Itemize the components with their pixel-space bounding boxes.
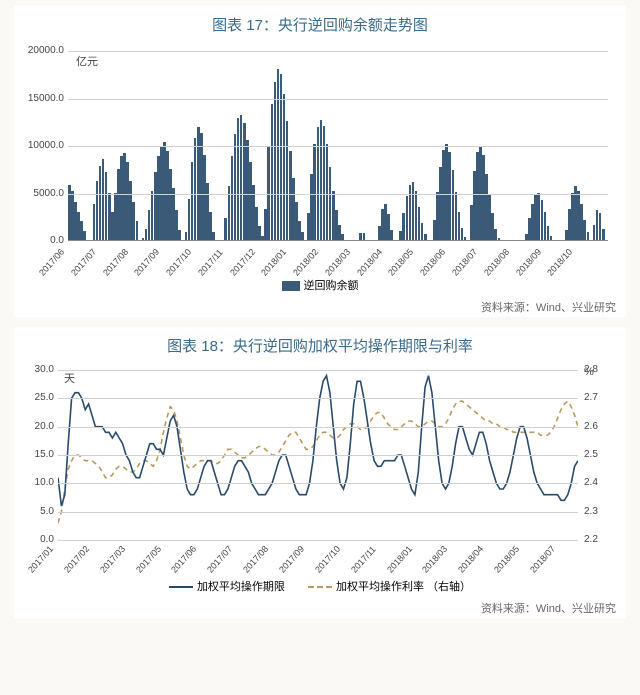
legend-label-2: 加权平均操作利率 （右轴）	[336, 581, 471, 593]
legend-swatch-icon	[282, 281, 300, 291]
legend-label: 逆回购余额	[304, 280, 359, 292]
chart-18-source: 资料来源：Wind、兴业研究	[14, 596, 626, 618]
line-swatch-icon	[169, 586, 193, 588]
chart-18-title: 图表 18：央行逆回购加权平均操作期限与利率	[14, 327, 626, 362]
dash-swatch-icon	[308, 586, 332, 588]
chart-18-panel: 图表 18：央行逆回购加权平均操作期限与利率 0.05.010.015.020.…	[14, 327, 626, 618]
chart-17-panel: 图表 17：央行逆回购余额走势图 0.05000.010000.015000.0…	[14, 6, 626, 317]
chart-17-source: 资料来源：Wind、兴业研究	[14, 295, 626, 317]
chart-17-title: 图表 17：央行逆回购余额走势图	[14, 6, 626, 41]
chart-17-legend: 逆回购余额	[14, 275, 626, 295]
legend-label-1: 加权平均操作期限	[197, 581, 285, 593]
chart-18-legend: 加权平均操作期限 加权平均操作利率 （右轴）	[14, 576, 626, 596]
